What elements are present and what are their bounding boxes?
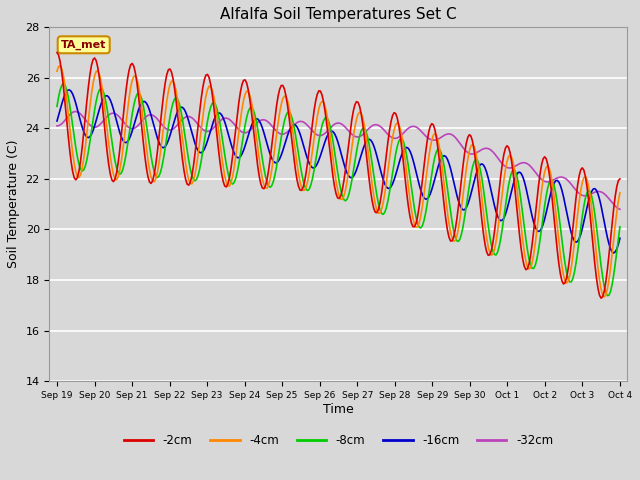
-4cm bbox=[241, 91, 249, 97]
-2cm bbox=[221, 183, 228, 189]
X-axis label: Time: Time bbox=[323, 403, 354, 416]
-4cm bbox=[56, 63, 64, 69]
-16cm bbox=[251, 117, 259, 123]
-2cm bbox=[53, 49, 61, 55]
-16cm bbox=[241, 143, 249, 149]
-2cm bbox=[597, 295, 605, 301]
-2cm bbox=[300, 184, 307, 190]
-8cm bbox=[124, 142, 131, 148]
-32cm bbox=[72, 108, 79, 114]
-16cm bbox=[586, 192, 594, 198]
-4cm bbox=[223, 180, 230, 185]
-2cm bbox=[240, 77, 248, 83]
-4cm bbox=[616, 190, 624, 196]
-32cm bbox=[616, 206, 624, 212]
-32cm bbox=[251, 123, 259, 129]
-4cm bbox=[53, 68, 61, 74]
-8cm bbox=[616, 224, 624, 229]
-16cm bbox=[616, 235, 624, 241]
Line: -8cm: -8cm bbox=[57, 84, 620, 296]
-8cm bbox=[241, 122, 249, 128]
-4cm bbox=[124, 107, 131, 112]
-8cm bbox=[251, 111, 259, 117]
-32cm bbox=[223, 115, 230, 121]
-2cm bbox=[122, 88, 130, 94]
Line: -16cm: -16cm bbox=[57, 90, 620, 253]
-16cm bbox=[223, 124, 230, 130]
Text: TA_met: TA_met bbox=[61, 40, 106, 50]
Title: Alfalfa Soil Temperatures Set C: Alfalfa Soil Temperatures Set C bbox=[220, 7, 457, 22]
-4cm bbox=[251, 119, 259, 125]
Y-axis label: Soil Temperature (C): Soil Temperature (C) bbox=[7, 140, 20, 268]
-8cm bbox=[223, 162, 230, 168]
-16cm bbox=[124, 139, 131, 144]
-32cm bbox=[301, 120, 308, 126]
-4cm bbox=[301, 187, 308, 193]
-8cm bbox=[301, 183, 308, 189]
Line: -32cm: -32cm bbox=[57, 111, 620, 209]
-32cm bbox=[124, 124, 131, 130]
-8cm bbox=[586, 189, 594, 195]
-8cm bbox=[53, 104, 61, 109]
-32cm bbox=[586, 192, 594, 197]
-2cm bbox=[249, 122, 257, 128]
-2cm bbox=[585, 197, 593, 203]
-16cm bbox=[53, 118, 61, 124]
-4cm bbox=[600, 294, 608, 300]
-32cm bbox=[241, 130, 249, 136]
-16cm bbox=[610, 250, 618, 256]
-16cm bbox=[66, 87, 74, 93]
-8cm bbox=[604, 293, 611, 299]
-16cm bbox=[301, 147, 308, 153]
-32cm bbox=[53, 123, 61, 129]
Line: -2cm: -2cm bbox=[57, 52, 620, 298]
-2cm bbox=[616, 176, 624, 182]
-4cm bbox=[586, 193, 594, 199]
Legend: -2cm, -4cm, -8cm, -16cm, -32cm: -2cm, -4cm, -8cm, -16cm, -32cm bbox=[119, 430, 557, 452]
-8cm bbox=[60, 81, 67, 86]
Line: -4cm: -4cm bbox=[57, 66, 620, 297]
